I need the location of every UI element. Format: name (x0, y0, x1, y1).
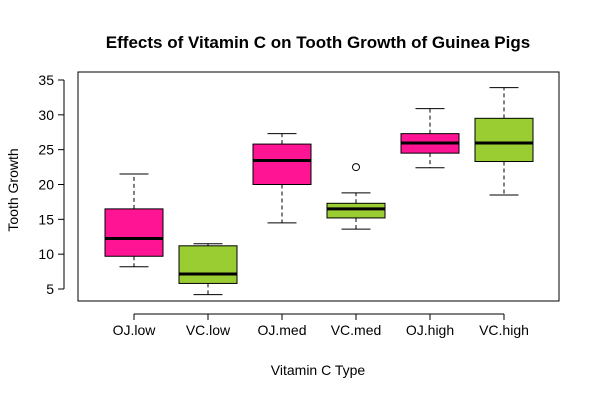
box-vc-high (474, 87, 534, 196)
box-vc-med (326, 163, 386, 230)
x-axis: OJ.low VC.low OJ.med VC.med OJ.high VC.high (113, 313, 529, 338)
x-tick-label: OJ.med (257, 322, 306, 338)
y-tick-label: 15 (38, 211, 54, 227)
box-oj-med (252, 133, 312, 224)
box-vc-low (178, 243, 238, 296)
box-body (178, 245, 238, 284)
x-tick-label: OJ.high (406, 322, 454, 338)
y-tick-label: 25 (38, 142, 54, 158)
box-body (474, 117, 534, 163)
box-oj-low (104, 173, 164, 268)
x-tick-label: VC.med (331, 322, 382, 338)
box-body (104, 208, 164, 257)
box-body (252, 143, 312, 186)
x-tick-label: OJ.low (113, 322, 157, 338)
x-tick-label: VC.low (186, 322, 231, 338)
y-tick-label: 30 (38, 107, 54, 123)
box-body (326, 202, 386, 219)
box-oj-high (400, 108, 460, 169)
boxes (104, 87, 534, 296)
y-tick-label: 10 (38, 246, 54, 262)
y-tick-label: 5 (46, 281, 54, 297)
y-tick-label: 20 (38, 177, 54, 193)
outlier-point (352, 163, 360, 172)
x-tick-label: VC.high (479, 322, 529, 338)
chart-title: Effects of Vitamin C on Tooth Growth of … (106, 33, 530, 52)
y-axis: 5 10 15 20 25 30 35 (38, 72, 65, 297)
plot-frame (77, 71, 560, 302)
x-axis-label: Vitamin C Type (271, 362, 366, 378)
y-tick-label: 35 (38, 72, 54, 88)
y-axis-label: Tooth Growth (5, 148, 21, 231)
